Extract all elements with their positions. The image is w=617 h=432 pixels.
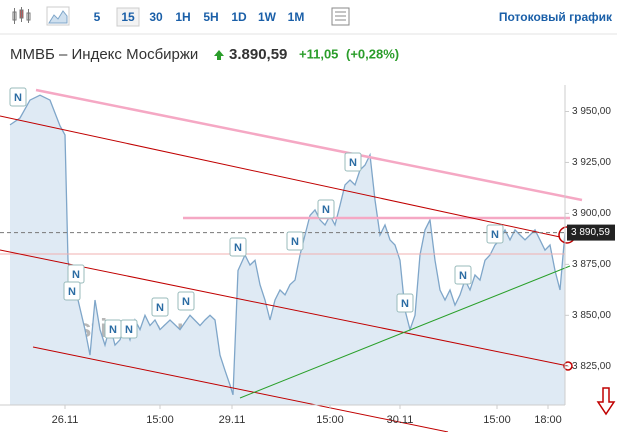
news-marker [229,237,247,257]
interval-button[interactable]: 5 [94,10,101,24]
news-marker-label: N [109,324,117,336]
y-tick-label: 3 950,00 [572,106,611,117]
price-line [9,94,566,395]
area-icon[interactable] [46,6,70,26]
interval-button[interactable]: 5H [203,10,218,24]
y-tick-label: 3 900,00 [572,208,611,219]
last-price-label: 3 890,59 [571,227,610,238]
news-marker [317,199,335,219]
y-tick-label: 3 850,00 [572,310,611,321]
news-marker-label: N [291,236,299,248]
x-tick-label: 30.11 [387,414,414,426]
news-marker-label: N [156,302,164,314]
news-marker [120,319,138,339]
news-marker-label: N [68,286,76,298]
interval-button[interactable]: 15 [121,10,135,24]
last-price-box [567,224,615,241]
up-arrow [214,50,224,60]
news-marker-label: N [234,242,242,254]
interval-button[interactable]: 1D [231,10,247,24]
news-marker-label: N [322,204,330,216]
price: 3.890,59 [229,46,287,63]
area-fill [10,95,565,405]
change-pct: (+0,28%) [346,46,399,61]
news-marker-label: N [125,324,133,336]
y-tick-label: 3 925,00 [572,157,611,168]
news-marker [151,297,169,317]
news-marker [63,281,81,301]
news-marker [396,293,414,313]
news-marker-label: N [182,296,190,308]
y-tick-label: 3 825,00 [572,361,611,372]
news-marker-label: N [349,157,357,169]
title: ММВБ – Индекс Мосбиржи [10,46,198,63]
interval-button[interactable]: 30 [149,10,163,24]
stream-link[interactable]: Потоковый график [499,10,613,24]
interval-button[interactable]: 1M [288,10,305,24]
news-marker [286,231,304,251]
x-tick-label: 26.11 [52,414,79,426]
news-marker [177,291,195,311]
trend-lines [0,88,616,432]
change: +11,05 [299,46,338,61]
interval-button[interactable]: 1H [175,10,190,24]
settings-icon[interactable] [331,7,350,26]
active-interval-box [116,7,140,27]
news-marker-label: N [14,92,22,104]
x-tick-label: 29.11 [219,414,246,426]
x-tick-label: 15:00 [316,414,344,426]
news-marker-label: N [459,270,467,282]
news-marker [9,87,27,107]
x-tick-label: 15:00 [483,414,511,426]
x-tick-label: 18:00 [534,414,562,426]
news-marker-label: N [401,298,409,310]
news-marker [454,265,472,285]
y-tick-label: 3 875,00 [572,259,611,270]
candle-icon[interactable] [12,7,31,24]
x-tick-label: 15:00 [146,414,174,426]
interval-button[interactable]: 1W [258,10,277,24]
news-marker-label: N [72,269,80,281]
toolbar [0,0,617,34]
news-marker [344,152,362,172]
news-marker [486,224,504,244]
news-marker-label: N [491,229,499,241]
